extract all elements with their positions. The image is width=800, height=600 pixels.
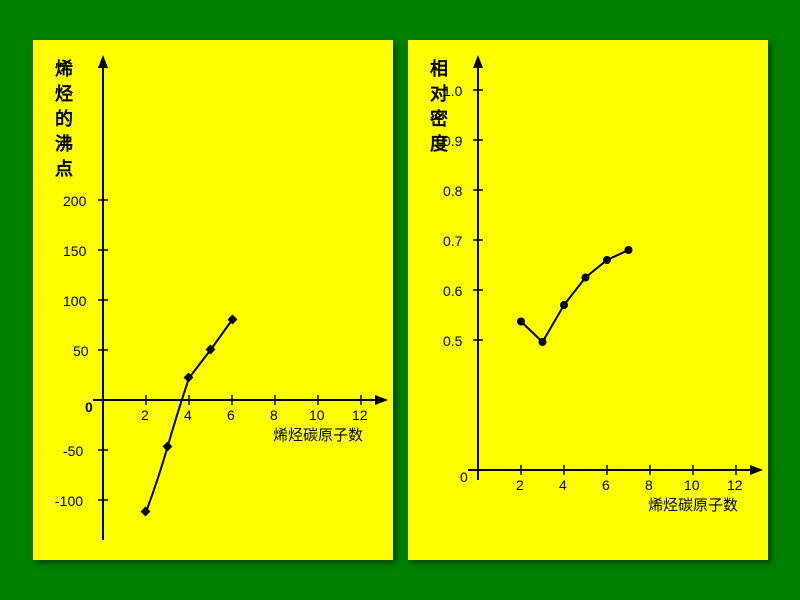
y-tick-label: 0 (85, 399, 93, 415)
y-tick-label: -100 (55, 493, 83, 509)
y-tick-label: 50 (73, 343, 89, 359)
x-axis-title: 烯烃碳原子数 (648, 497, 738, 514)
y-tick-label: 1.0 (443, 83, 463, 99)
y-tick-label: 0.9 (443, 133, 463, 149)
x-tick-label: 8 (270, 407, 278, 423)
y-axis-title-char: 密 (430, 108, 448, 129)
x-tick-label: 12 (352, 407, 368, 423)
y-tick-label: 0.5 (443, 333, 463, 349)
y-tick-label: 0.8 (443, 183, 463, 199)
y-tick-label: 100 (63, 293, 87, 309)
x-tick-label: 2 (516, 477, 524, 493)
x-tick-label: 6 (227, 407, 235, 423)
y-tick-label: -50 (63, 443, 83, 459)
x-tick-label: 8 (645, 477, 653, 493)
x-tick-label: 2 (141, 407, 149, 423)
x-axis-arrow-icon (750, 465, 763, 475)
y-axis-arrow-icon (98, 55, 108, 68)
density-chart-panel: 相 对 密 度 0 0.5 0.6 0.7 0.8 0.9 1.0 2 4 6 … (408, 40, 768, 560)
y-ticks: 200 150 100 50 0 -50 -100 (55, 193, 108, 509)
boiling-point-chart: 烯 烃 的 沸 点 200 150 100 50 0 -50 -100 2 4 … (33, 40, 393, 560)
y-tick-label: 0.7 (443, 233, 463, 249)
data-line (521, 250, 629, 342)
boiling-point-chart-panel: 烯 烃 的 沸 点 200 150 100 50 0 -50 -100 2 4 … (33, 40, 393, 560)
y-tick-label: 150 (63, 243, 87, 259)
x-tick-label: 10 (309, 407, 325, 423)
y-tick-label: 0 (460, 469, 468, 485)
y-tick-label: 0.6 (443, 283, 463, 299)
x-tick-label: 6 (602, 477, 610, 493)
y-axis-title-char: 烃 (55, 83, 73, 104)
x-axis-arrow-icon (375, 395, 388, 405)
x-tick-label: 10 (684, 477, 700, 493)
y-tick-label: 200 (63, 193, 87, 209)
data-points (517, 246, 633, 346)
y-axis-title-char: 的 (55, 108, 73, 129)
y-axis-arrow-icon (473, 55, 483, 68)
y-axis-title-char: 点 (55, 158, 73, 179)
density-chart: 相 对 密 度 0 0.5 0.6 0.7 0.8 0.9 1.0 2 4 6 … (408, 40, 768, 560)
x-tick-label: 12 (727, 477, 743, 493)
y-axis-title-char: 沸 (55, 133, 73, 154)
y-axis-title-char: 烯 (55, 58, 73, 79)
y-axis-title-char: 相 (430, 59, 448, 79)
x-tick-label: 4 (559, 477, 567, 493)
x-tick-label: 4 (184, 407, 192, 423)
x-axis-title: 烯烃碳原子数 (273, 427, 363, 444)
